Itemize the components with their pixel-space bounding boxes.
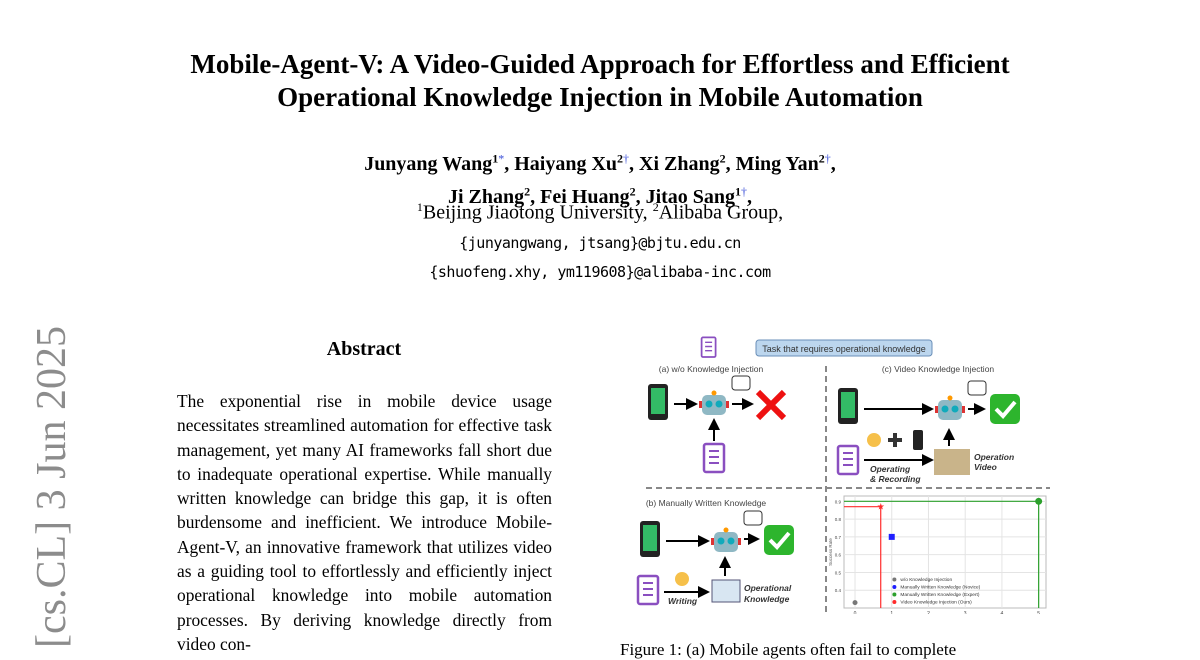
- robot-icon: [699, 390, 729, 415]
- author: Jitao Sang1†,: [645, 184, 753, 209]
- book-icon: [711, 579, 741, 603]
- legend-label: Video Knowledge Injection (Ours): [900, 600, 972, 606]
- author: Fei Huang2,: [540, 184, 646, 209]
- check-icon: [988, 392, 1022, 426]
- figure-1: Task that requires operational knowledge…: [636, 336, 1050, 614]
- y-tick-label: 0.4: [835, 588, 842, 593]
- lightbulb-bubble-icon: [967, 380, 987, 396]
- list-icon: [836, 444, 860, 476]
- cross-icon: [755, 389, 787, 421]
- person-icon: [675, 572, 689, 586]
- legend-label: Manually Written Knowledge (Novice): [900, 585, 980, 591]
- email: {shuofeng.xhy, ym119608}@alibaba-inc.com: [429, 263, 771, 281]
- data-point: [888, 533, 895, 540]
- robot-icon: [935, 395, 965, 420]
- title-line-1: Mobile-Agent-V: A Video-Guided Approach …: [190, 49, 1010, 79]
- legend-label: w/o Knowledge Injection: [900, 577, 952, 583]
- y-tick-label: 0.8: [835, 517, 842, 522]
- x-tick-label: 3: [964, 611, 967, 614]
- data-point: [1035, 497, 1043, 505]
- plot-area: [843, 495, 1047, 609]
- email: {junyangwang, jtsang}@bjtu.edu.cn: [459, 234, 741, 252]
- aff-num: 2: [652, 200, 659, 214]
- person-icon: [867, 433, 881, 447]
- x-tick-label: 0: [854, 611, 857, 614]
- arxiv-stamp: [cs.CL] 3 Jun 2025: [29, 326, 75, 648]
- phone-icon: [913, 430, 923, 450]
- data-point: [852, 600, 858, 606]
- panel-a-label: (a) w/o Knowledge Injection: [659, 364, 764, 374]
- paper-title: Mobile-Agent-V: A Video-Guided Approach …: [0, 48, 1200, 114]
- task-label: Task that requires operational knowledge: [762, 344, 926, 354]
- x-tick-label: 1: [890, 611, 893, 614]
- legend-label: Manually Written Knowledge (Expert): [900, 592, 979, 598]
- x-tick-label: 2: [927, 611, 930, 614]
- list-icon: [636, 574, 660, 606]
- data-point: ★: [877, 502, 885, 512]
- phone-icon: [640, 521, 660, 557]
- title-line-2: Operational Knowledge Injection in Mobil…: [277, 82, 923, 112]
- writing-label: Writing: [668, 596, 698, 606]
- panel-b-label: (b) Manually Written Knowledge: [646, 498, 767, 508]
- y-tick-label: 0.7: [835, 535, 842, 540]
- affiliation: Alibaba Group,: [658, 201, 784, 224]
- legend-marker: [892, 585, 897, 589]
- abstract-text: The exponential rise in mobile device us…: [177, 391, 552, 654]
- robot-icon: [711, 527, 741, 552]
- author: Ming Yan2†,: [735, 151, 836, 175]
- author: Haiyang Xu2†,: [514, 151, 640, 175]
- operation-label: Operation: [974, 452, 1014, 462]
- list-icon: [702, 442, 726, 474]
- legend-marker: [892, 600, 897, 604]
- aff-num: 1: [416, 200, 423, 214]
- y-tick-label: 0.6: [835, 553, 842, 558]
- recording-label: & Recording: [870, 474, 921, 484]
- figure-caption: Figure 1: (a) Mobile agents often fail t…: [620, 640, 957, 659]
- author-list: Junyang Wang1*, Haiyang Xu2†, Xi Zhang2,…: [0, 144, 1200, 211]
- list-icon: [700, 336, 717, 358]
- abstract-heading: Abstract: [326, 338, 402, 360]
- y-tick-label: 0.9: [835, 499, 842, 504]
- film-reel-icon: [934, 449, 970, 475]
- confused-bubble-icon: [731, 375, 751, 391]
- operational-label: Operational: [744, 583, 792, 593]
- legend-marker: [892, 592, 897, 597]
- knowledge-label: Knowledge: [744, 594, 790, 604]
- phone-icon: [648, 384, 668, 420]
- panel-c-label: (c) Video Knowledge Injection: [882, 364, 995, 374]
- video-label: Video: [974, 462, 997, 472]
- legend-marker: [892, 577, 897, 582]
- y-tick-label: 0.5: [835, 570, 842, 575]
- operating-label: Operating: [870, 464, 911, 474]
- x-tick-label: 5: [1037, 611, 1040, 614]
- author: Xi Zhang2,: [639, 151, 736, 175]
- x-tick-label: 4: [1001, 611, 1004, 614]
- affiliations: 1Beijing Jiaotong University, 2Alibaba G…: [0, 200, 1200, 225]
- author: Ji Zhang2,: [447, 184, 541, 209]
- check-icon: [762, 523, 796, 557]
- plus-icon: [888, 433, 902, 447]
- affiliation: Beijing Jiaotong University,: [422, 201, 648, 224]
- phone-icon: [838, 388, 858, 424]
- lightbulb-bubble-icon: [743, 510, 763, 526]
- task-label-box: [755, 339, 933, 357]
- author: Junyang Wang1*,: [364, 151, 515, 175]
- y-axis-label: Success Rate: [828, 538, 833, 566]
